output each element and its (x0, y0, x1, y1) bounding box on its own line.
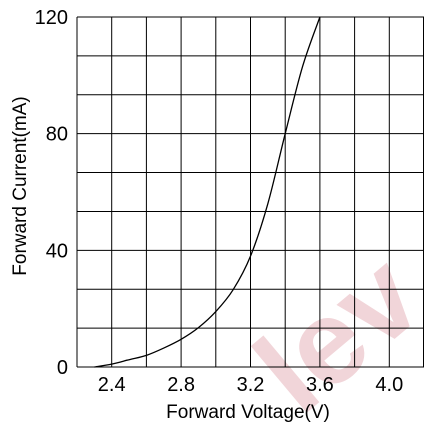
y-tick-labels: 0 40 80 120 (35, 7, 68, 379)
x-tick-label: 4.0 (375, 374, 403, 396)
x-tick-label: 3.2 (237, 374, 265, 396)
x-tick-label: 3.6 (306, 374, 334, 396)
x-tick-labels: 2.4 2.8 3.2 3.6 4.0 (98, 374, 403, 396)
series-layer (94, 16, 321, 368)
x-axis-label: Forward Voltage(V) (166, 402, 330, 423)
y-tick-label: 40 (46, 240, 68, 262)
x-tick-label: 2.8 (167, 374, 195, 396)
y-tick-label: 0 (57, 357, 68, 379)
y-tick-label: 120 (35, 7, 68, 29)
series-line (94, 16, 321, 368)
y-tick-label: 80 (46, 124, 68, 146)
x-tick-label: 2.4 (98, 374, 126, 396)
y-axis-label: Forward Current(mA) (10, 96, 31, 275)
